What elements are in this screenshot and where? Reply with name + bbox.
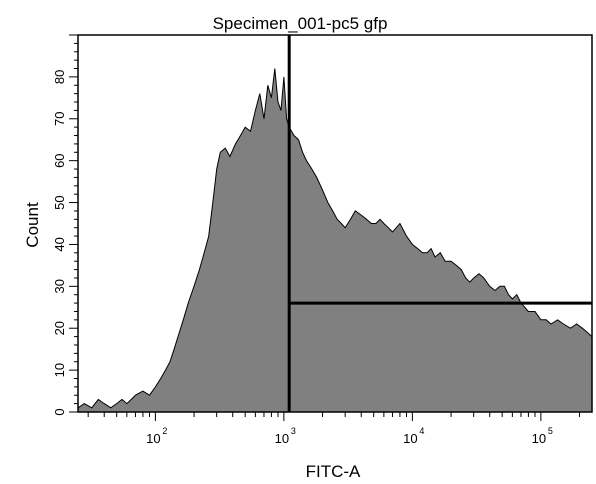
y-tick-label: 40	[52, 237, 67, 251]
histogram-outline	[77, 68, 593, 409]
x-tick-exponent: 2	[162, 426, 167, 436]
histogram-area	[78, 68, 592, 412]
y-tick-label: 70	[52, 112, 67, 126]
plot-area	[77, 35, 593, 412]
plot-frame	[77, 34, 593, 413]
x-tick-label: 10	[146, 431, 160, 446]
chart-title: Specimen_001-pc5 gfp	[213, 14, 388, 33]
y-axis-label: Count	[23, 202, 42, 248]
y-tick-label: 30	[52, 279, 67, 293]
y-tick-label: 0	[52, 408, 67, 415]
x-tick-exponent: 3	[291, 426, 296, 436]
y-tick-label: 80	[52, 70, 67, 84]
y-tick-label: 20	[52, 321, 67, 335]
x-tick-exponent: 4	[419, 426, 424, 436]
x-tick-label: 10	[275, 431, 289, 446]
x-tick-exponent: 5	[548, 426, 553, 436]
x-axis-label: FITC-A	[306, 462, 361, 481]
x-tick-label: 10	[403, 431, 417, 446]
y-tick-label: 50	[52, 195, 67, 209]
x-tick-label: 10	[532, 431, 546, 446]
y-tick-label: 60	[52, 153, 67, 167]
y-tick-label: 10	[52, 363, 67, 377]
